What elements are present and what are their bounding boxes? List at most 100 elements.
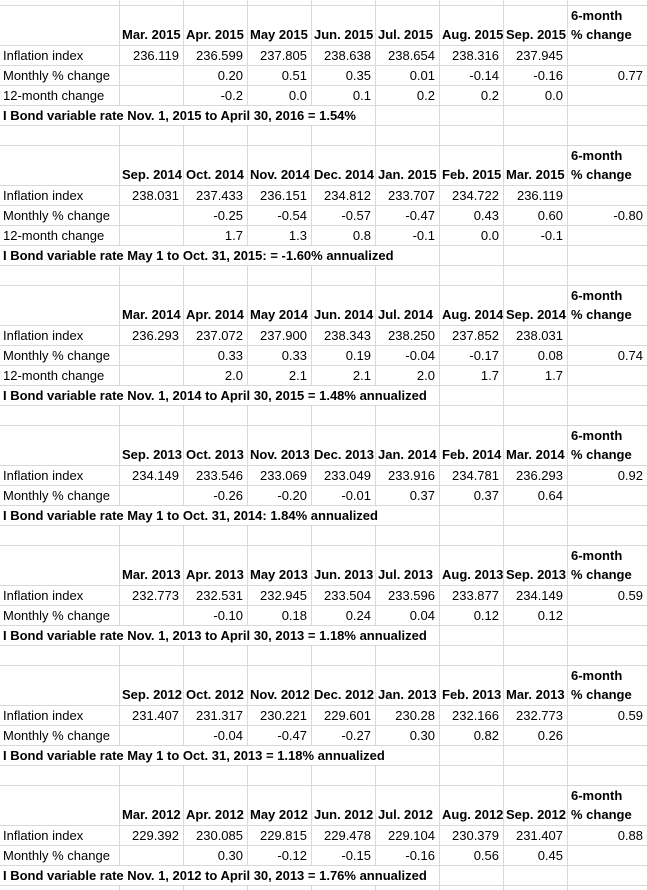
- empty-cell[interactable]: [0, 406, 120, 426]
- six-month-value-cell[interactable]: [568, 86, 647, 106]
- value-cell[interactable]: 233.596: [376, 586, 440, 606]
- month-header-cell[interactable]: Sep. 2012: [504, 786, 568, 826]
- value-cell[interactable]: 0.2: [376, 86, 440, 106]
- row-label-cell[interactable]: Inflation index: [0, 186, 120, 206]
- value-cell[interactable]: 0.20: [184, 66, 248, 86]
- value-cell[interactable]: -0.12: [248, 846, 312, 866]
- value-cell[interactable]: 233.049: [312, 466, 376, 486]
- empty-cell[interactable]: [184, 0, 248, 6]
- empty-cell[interactable]: [568, 266, 647, 286]
- value-cell[interactable]: 238.654: [376, 46, 440, 66]
- value-cell[interactable]: 232.773: [504, 706, 568, 726]
- value-cell[interactable]: 0.30: [184, 846, 248, 866]
- value-cell[interactable]: 229.601: [312, 706, 376, 726]
- value-cell[interactable]: 0.2: [440, 86, 504, 106]
- month-header-cell[interactable]: Feb. 2013: [440, 666, 504, 706]
- value-cell[interactable]: 233.504: [312, 586, 376, 606]
- six-month-value-cell[interactable]: [568, 606, 647, 626]
- month-header-cell[interactable]: Sep. 2013: [504, 546, 568, 586]
- month-header-cell[interactable]: Aug. 2015: [440, 6, 504, 46]
- empty-cell[interactable]: [568, 106, 647, 126]
- value-cell[interactable]: 237.945: [504, 46, 568, 66]
- month-header-cell[interactable]: Jul. 2012: [376, 786, 440, 826]
- month-header-cell[interactable]: Jun. 2015: [312, 6, 376, 46]
- six-month-value-cell[interactable]: [568, 46, 647, 66]
- empty-cell[interactable]: [504, 386, 568, 406]
- empty-cell[interactable]: [504, 866, 568, 886]
- empty-cell[interactable]: [504, 746, 568, 766]
- empty-cell[interactable]: [184, 526, 248, 546]
- header-corner-cell[interactable]: [0, 546, 120, 586]
- value-cell[interactable]: 0.56: [440, 846, 504, 866]
- value-cell[interactable]: 2.0: [184, 366, 248, 386]
- header-corner-cell[interactable]: [0, 426, 120, 466]
- month-header-cell[interactable]: Jun. 2012: [312, 786, 376, 826]
- value-cell[interactable]: 0.8: [312, 226, 376, 246]
- row-label-cell[interactable]: Monthly % change: [0, 66, 120, 86]
- ibond-rate-summary-cell[interactable]: I Bond variable rate Nov. 1, 2014 to Apr…: [0, 386, 440, 406]
- empty-cell[interactable]: [440, 406, 504, 426]
- value-cell[interactable]: -0.26: [184, 486, 248, 506]
- value-cell[interactable]: [120, 726, 184, 746]
- month-header-cell[interactable]: Dec. 2013: [312, 426, 376, 466]
- value-cell[interactable]: 233.069: [248, 466, 312, 486]
- value-cell[interactable]: 238.250: [376, 326, 440, 346]
- value-cell[interactable]: [120, 486, 184, 506]
- six-month-value-cell[interactable]: [568, 226, 647, 246]
- value-cell[interactable]: 0.64: [504, 486, 568, 506]
- six-month-header-cell[interactable]: 6-month % change: [568, 786, 647, 826]
- empty-cell[interactable]: [568, 126, 647, 146]
- empty-cell[interactable]: [312, 266, 376, 286]
- month-header-cell[interactable]: Feb. 2015: [440, 146, 504, 186]
- row-label-cell[interactable]: Inflation index: [0, 706, 120, 726]
- value-cell[interactable]: -0.01: [312, 486, 376, 506]
- empty-cell[interactable]: [184, 266, 248, 286]
- empty-cell[interactable]: [440, 746, 504, 766]
- value-cell[interactable]: 0.26: [504, 726, 568, 746]
- value-cell[interactable]: 231.407: [504, 826, 568, 846]
- value-cell[interactable]: 230.221: [248, 706, 312, 726]
- month-header-cell[interactable]: Aug. 2014: [440, 286, 504, 326]
- six-month-value-cell[interactable]: [568, 326, 647, 346]
- value-cell[interactable]: -0.10: [184, 606, 248, 626]
- ibond-rate-summary-cell[interactable]: I Bond variable rate Nov. 1, 2015 to Apr…: [0, 106, 376, 126]
- empty-cell[interactable]: [376, 0, 440, 6]
- six-month-value-cell[interactable]: [568, 846, 647, 866]
- month-header-cell[interactable]: Mar. 2013: [120, 546, 184, 586]
- value-cell[interactable]: 0.35: [312, 66, 376, 86]
- empty-cell[interactable]: [184, 886, 248, 890]
- value-cell[interactable]: 0.0: [504, 86, 568, 106]
- empty-cell[interactable]: [568, 766, 647, 786]
- value-cell[interactable]: 238.316: [440, 46, 504, 66]
- value-cell[interactable]: 231.407: [120, 706, 184, 726]
- empty-cell[interactable]: [376, 126, 440, 146]
- value-cell[interactable]: -0.14: [440, 66, 504, 86]
- value-cell[interactable]: -0.16: [504, 66, 568, 86]
- value-cell[interactable]: 1.7: [440, 366, 504, 386]
- row-label-cell[interactable]: Monthly % change: [0, 206, 120, 226]
- empty-cell[interactable]: [504, 626, 568, 646]
- month-header-cell[interactable]: Mar. 2013: [504, 666, 568, 706]
- six-month-header-cell[interactable]: 6-month % change: [568, 6, 647, 46]
- empty-cell[interactable]: [440, 386, 504, 406]
- value-cell[interactable]: 0.01: [376, 66, 440, 86]
- value-cell[interactable]: -0.47: [248, 726, 312, 746]
- value-cell[interactable]: 0.45: [504, 846, 568, 866]
- row-label-cell[interactable]: 12-month change: [0, 366, 120, 386]
- empty-cell[interactable]: [120, 526, 184, 546]
- empty-cell[interactable]: [120, 0, 184, 6]
- row-label-cell[interactable]: 12-month change: [0, 226, 120, 246]
- value-cell[interactable]: 0.04: [376, 606, 440, 626]
- six-month-header-cell[interactable]: 6-month % change: [568, 146, 647, 186]
- value-cell[interactable]: 236.599: [184, 46, 248, 66]
- month-header-cell[interactable]: Jan. 2013: [376, 666, 440, 706]
- empty-cell[interactable]: [504, 526, 568, 546]
- empty-cell[interactable]: [0, 526, 120, 546]
- header-corner-cell[interactable]: [0, 146, 120, 186]
- value-cell[interactable]: 236.151: [248, 186, 312, 206]
- value-cell[interactable]: 230.379: [440, 826, 504, 846]
- value-cell[interactable]: -0.27: [312, 726, 376, 746]
- empty-cell[interactable]: [0, 766, 120, 786]
- value-cell[interactable]: 234.149: [504, 586, 568, 606]
- empty-cell[interactable]: [312, 886, 376, 890]
